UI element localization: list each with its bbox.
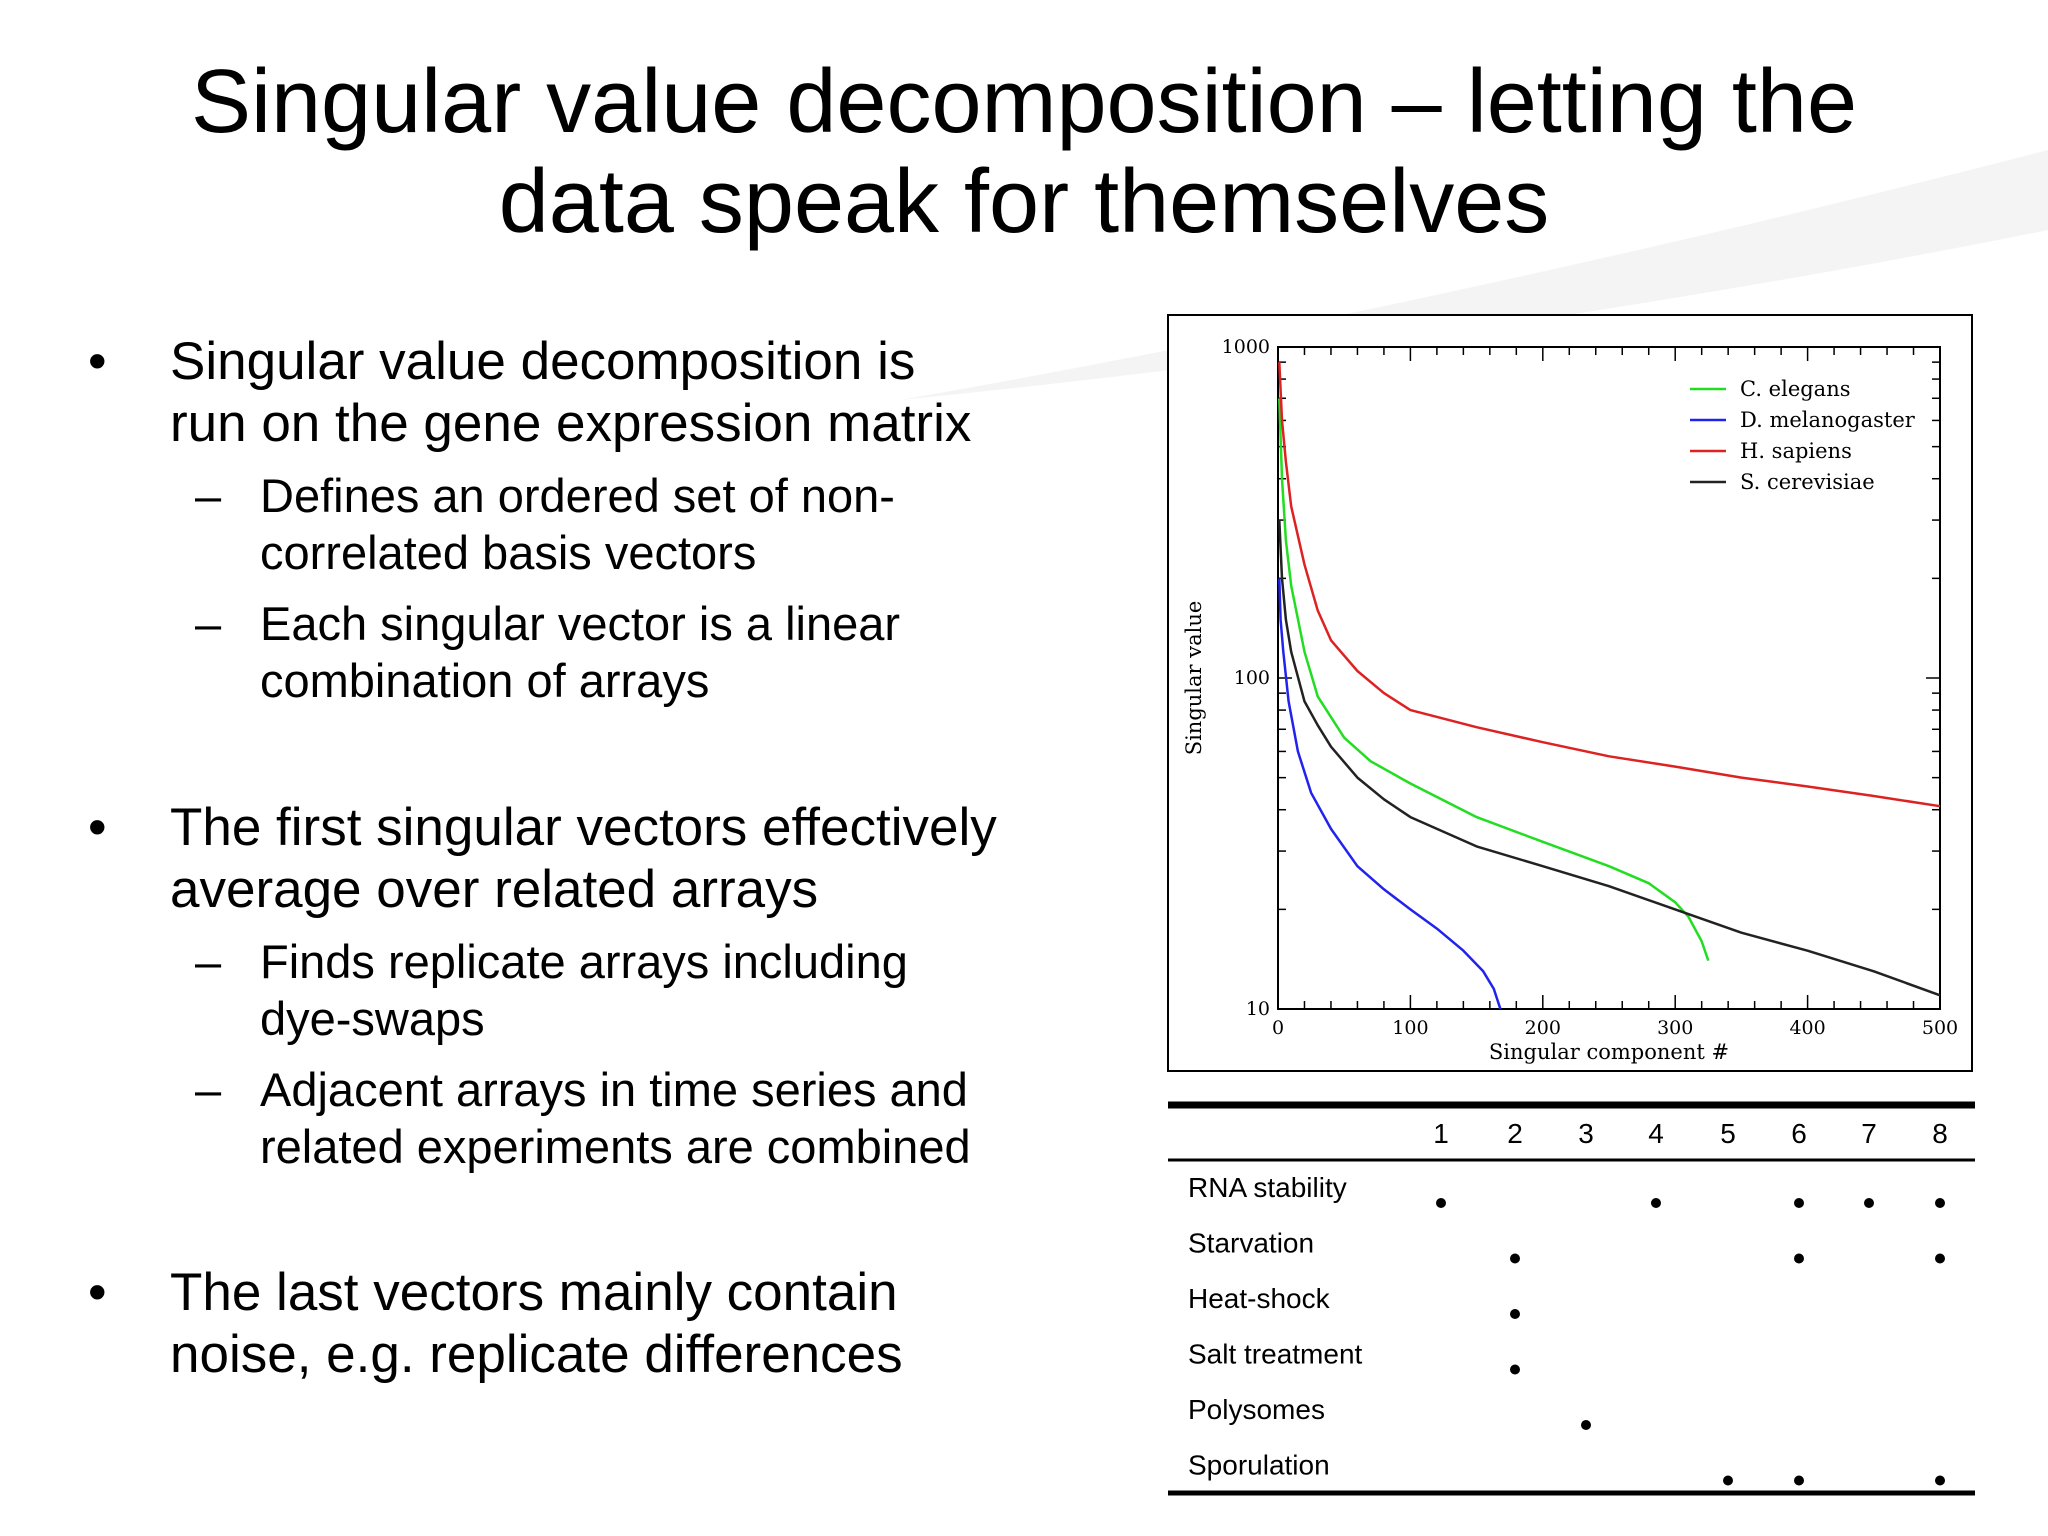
table-row-label: RNA stability <box>1188 1172 1347 1203</box>
table-column-header: 6 <box>1791 1118 1807 1149</box>
sub-bullet-text-line: Each singular vector is a linear <box>260 597 901 650</box>
x-tick-label: 500 <box>1922 1017 1958 1039</box>
sub-bullet-text-line: Finds replicate arrays including <box>260 935 908 988</box>
chart-canvas: 0 100 200 300 400 500 10 100 1000 C. elegans D. m… <box>1182 336 1958 1064</box>
sub-bullet-text-line: Defines an ordered set of non- <box>260 469 895 522</box>
y-tick-label: 100 <box>1234 667 1270 689</box>
sub-bullet-text-line: combination of arrays <box>260 654 710 707</box>
bullet-text-line: average over related arrays <box>170 860 819 919</box>
table-mark-dot <box>1935 1198 1945 1208</box>
table-mark-dot <box>1651 1198 1661 1208</box>
x-tick-label: 100 <box>1392 1017 1428 1039</box>
table-mark-dot <box>1794 1253 1804 1264</box>
bullet-text-line: noise, e.g. replicate differences <box>170 1325 903 1384</box>
table-mark-dot <box>1794 1198 1804 1208</box>
table-mark-dot <box>1581 1420 1591 1430</box>
table-row-label: Polysomes <box>1188 1394 1325 1425</box>
sub-bullet-text-line: dye-swaps <box>260 992 485 1045</box>
x-axis-title: Singular component # <box>1489 1040 1729 1064</box>
x-tick-label: 200 <box>1525 1017 1561 1039</box>
sub-bullet-marker: – <box>195 1063 222 1116</box>
x-tick-label: 0 <box>1272 1017 1284 1039</box>
table-mark-dot <box>1723 1475 1733 1486</box>
table-column-header: 5 <box>1720 1118 1736 1149</box>
chart-legend: C. elegans D. melanogaster H. sapiens S. ce… <box>1690 377 1916 494</box>
table-mark-dot <box>1935 1253 1945 1264</box>
slide-title: Singular value decomposition – letting t… <box>60 52 1988 252</box>
title-line-2: data speak for themselves <box>498 152 1550 252</box>
table-column-header: 2 <box>1507 1118 1523 1149</box>
sub-bullet-text-line: correlated basis vectors <box>260 526 757 579</box>
sub-bullet-marker: – <box>195 935 222 988</box>
legend-entry: C. elegans <box>1740 377 1851 401</box>
bullet-text-line: Singular value decomposition is <box>170 332 916 391</box>
table-mark-dot <box>1935 1475 1945 1486</box>
axis-tick-labels: 0 100 200 300 400 500 10 100 1000 <box>1222 336 1958 1039</box>
x-tick-label: 400 <box>1789 1017 1825 1039</box>
singular-value-chart: 0 100 200 300 400 500 10 100 1000 C. elegans D. m… <box>1167 314 1973 1072</box>
series-line-0 <box>1278 398 1710 962</box>
series-line-2 <box>1278 362 1941 808</box>
sub-bullet-marker: – <box>195 597 222 650</box>
table-row-label: Salt treatment <box>1188 1339 1363 1370</box>
bullet-marker: • <box>88 1263 107 1322</box>
table-mark-dot <box>1510 1309 1520 1319</box>
table-row-label: Starvation <box>1188 1228 1314 1259</box>
y-tick-label: 1000 <box>1222 336 1270 358</box>
sub-bullet-text-line: related experiments are combined <box>260 1120 971 1173</box>
bullet-marker: • <box>88 798 107 857</box>
y-axis-title: Singular value <box>1182 601 1206 756</box>
table-mark-dot <box>1436 1198 1446 1208</box>
bullet-text-line: The first singular vectors effectively <box>170 798 997 857</box>
bullet-text-line: run on the gene expression matrix <box>170 394 972 453</box>
table-mark-dot <box>1864 1198 1874 1208</box>
x-tick-label: 300 <box>1657 1017 1693 1039</box>
series-line-3 <box>1278 520 1941 997</box>
sub-bullet-text-line: Adjacent arrays in time series and <box>260 1063 968 1116</box>
experiment-table-canvas: 1 2 3 4 5 6 7 8 RNA stability Starvation Heat-shoc… <box>1168 1101 1975 1496</box>
series-lines <box>1278 362 1941 1010</box>
sub-bullet-marker: – <box>195 469 222 522</box>
table-row-label: Heat-shock <box>1188 1283 1331 1314</box>
table-column-header: 4 <box>1648 1118 1664 1149</box>
table-mark-dot <box>1510 1253 1520 1264</box>
legend-entry: S. cerevisiae <box>1740 470 1875 494</box>
table-column-header: 8 <box>1932 1118 1948 1149</box>
table-column-header: 3 <box>1578 1118 1594 1149</box>
y-tick-label: 10 <box>1246 998 1270 1020</box>
series-line-1 <box>1278 578 1502 1010</box>
table-mark-dot <box>1794 1475 1804 1486</box>
table-row-label: Sporulation <box>1188 1450 1330 1481</box>
legend-entry: H. sapiens <box>1740 439 1852 463</box>
table-column-header: 7 <box>1861 1118 1877 1149</box>
bullet-text-line: The last vectors mainly contain <box>170 1263 898 1322</box>
table-mark-dot <box>1510 1364 1520 1375</box>
title-line-1: Singular value decomposition – letting t… <box>190 52 1858 152</box>
table-column-header: 1 <box>1433 1118 1449 1149</box>
legend-entry: D. melanogaster <box>1740 408 1916 432</box>
bullet-marker: • <box>88 332 107 391</box>
